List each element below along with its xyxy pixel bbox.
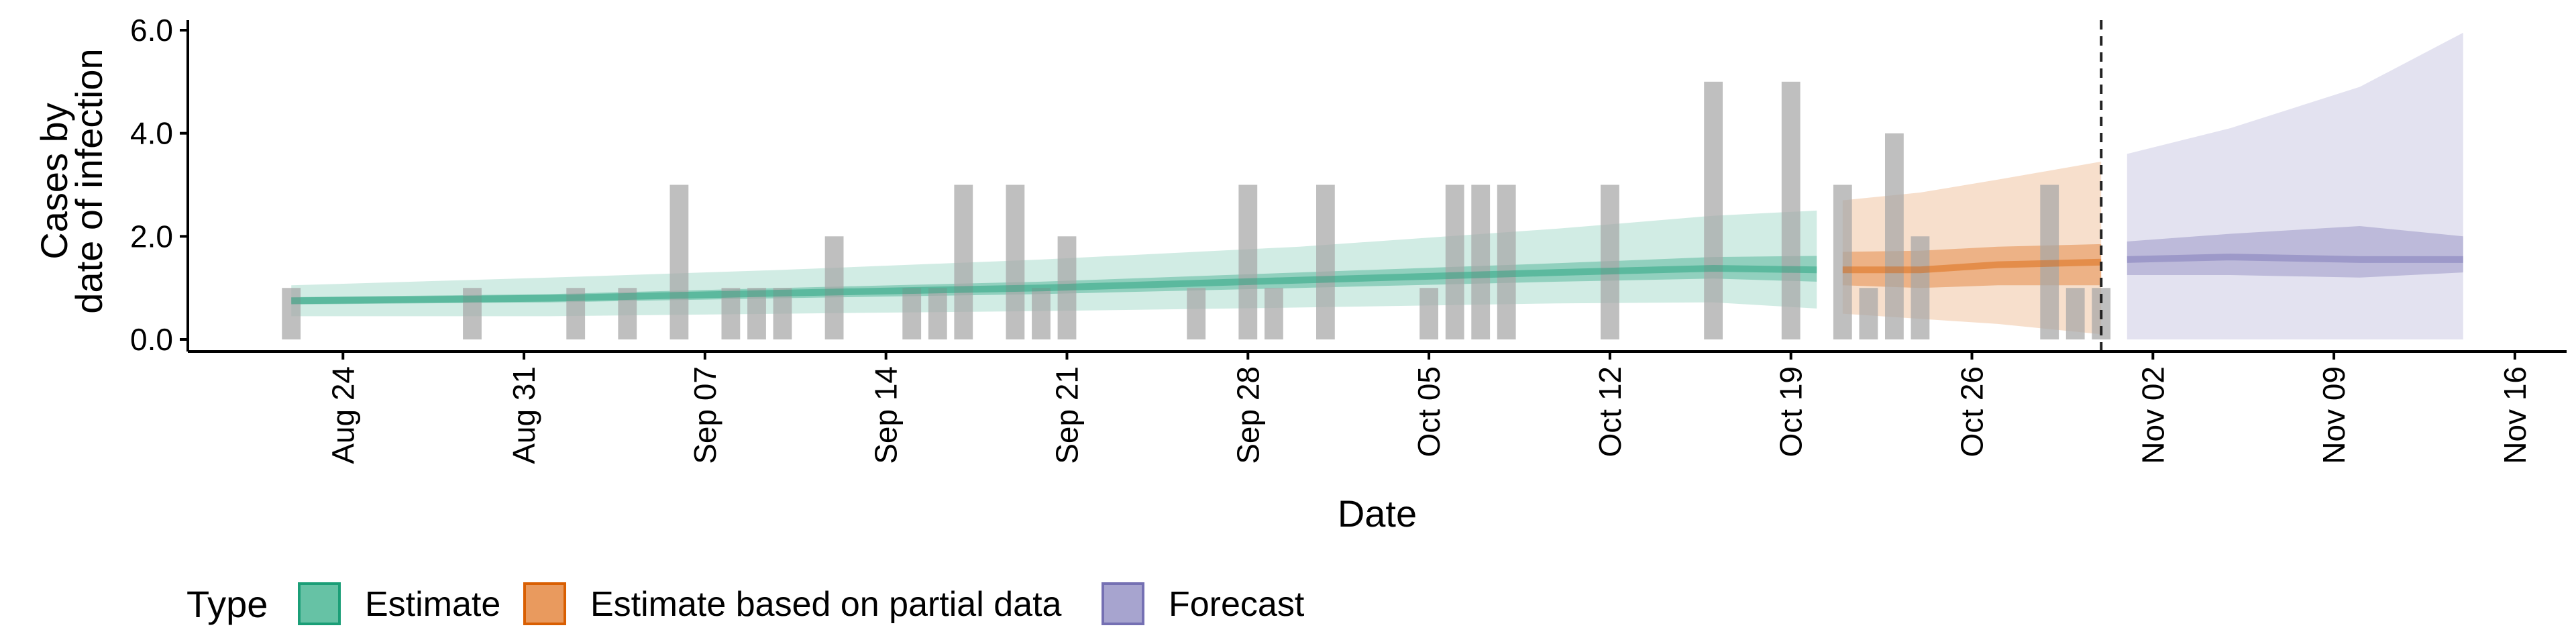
- x-tick-label: Oct 26: [1955, 366, 1990, 458]
- reported-case-bar: [1006, 184, 1025, 339]
- reported-case-bar: [928, 288, 947, 339]
- y-axis-ticks: 0.0 2.0 4.0 6.0: [130, 13, 188, 357]
- reported-case-bar: [2040, 184, 2059, 339]
- reported-case-bar: [1187, 288, 1206, 339]
- reported-case-bar: [1911, 236, 1930, 339]
- x-tick-label: Oct 05: [1411, 366, 1446, 458]
- reported-case-bar: [1265, 288, 1283, 339]
- y-axis-title-line-2: date of infection: [68, 48, 110, 313]
- legend-swatch: [523, 582, 566, 625]
- reported-case-bar: [669, 184, 689, 339]
- x-tick-label: Aug 31: [506, 366, 541, 464]
- reported-case-bar: [2065, 288, 2085, 339]
- reported-case-bar: [463, 288, 482, 339]
- reported-case-bar: [1316, 184, 1335, 339]
- reported-case-bar: [1057, 236, 1077, 339]
- forecast-inner-band: [2127, 226, 2463, 278]
- reported-case-bar: [954, 184, 973, 339]
- x-tick-label: Sep 07: [688, 366, 722, 464]
- x-tick-label: Nov 02: [2135, 366, 2170, 464]
- reported-cases-bars: [282, 81, 2111, 340]
- reported-case-bar: [1471, 184, 1491, 339]
- y-axis-title-line-1: Cases by: [33, 103, 75, 259]
- reported-case-bar: [1601, 184, 1619, 339]
- y-tick-label: 6.0: [130, 13, 173, 48]
- partial-outer-band: [1842, 161, 2102, 335]
- y-tick-label: 0.0: [130, 322, 173, 357]
- reported-case-bar: [1032, 288, 1051, 339]
- partial-median-line: [1842, 258, 2102, 274]
- y-tick-label: 4.0: [130, 116, 173, 151]
- x-tick-label: Sep 14: [869, 366, 904, 464]
- reported-case-bar: [1238, 184, 1258, 339]
- reported-case-bar: [1419, 288, 1438, 339]
- reported-case-bar: [282, 288, 301, 339]
- x-tick-label: Aug 24: [325, 366, 360, 464]
- reported-case-bar: [1833, 184, 1852, 339]
- x-axis-ticks: Aug 24 Aug 31 Sep 07 Sep 14 Sep 21 Sep 28 Oct …: [325, 352, 2532, 464]
- partial-inner-band: [1842, 244, 2102, 288]
- reported-case-bar: [618, 288, 637, 339]
- reported-case-bar: [902, 288, 922, 339]
- x-tick-label: Sep 28: [1230, 366, 1265, 464]
- forecast-median-line: [2127, 254, 2463, 263]
- forecast-outer-band: [2127, 32, 2463, 340]
- reported-case-bar: [1445, 184, 1464, 339]
- reported-case-bar: [721, 288, 741, 339]
- x-axis-title: Date: [1338, 492, 1417, 535]
- reported-case-bar: [1704, 81, 1723, 340]
- reported-case-bar: [1859, 288, 1878, 339]
- legend-title: Type: [186, 583, 268, 625]
- x-tick-label: Oct 12: [1593, 366, 1627, 458]
- y-axis-title: Cases by: [33, 103, 75, 259]
- reported-case-bar: [1885, 133, 1904, 339]
- reported-case-bar: [1497, 184, 1516, 339]
- y-tick-label: 2.0: [130, 219, 173, 254]
- legend: Type Estimate Estimate based on partial d…: [186, 582, 1305, 625]
- reported-case-bar: [566, 288, 586, 339]
- legend-label: Estimate based on partial data: [590, 585, 1062, 624]
- x-tick-label: Sep 21: [1050, 366, 1085, 464]
- reported-case-bar: [1781, 81, 1801, 340]
- legend-label: Estimate: [365, 585, 500, 624]
- legend-swatch: [1102, 582, 1144, 625]
- reported-case-bar: [773, 288, 792, 339]
- reported-case-bar: [824, 236, 844, 339]
- x-tick-label: Nov 09: [2316, 366, 2351, 464]
- legend-swatch: [298, 582, 341, 625]
- x-tick-label: Oct 19: [1774, 366, 1809, 458]
- x-tick-label: Nov 16: [2498, 366, 2532, 464]
- estimate-median-line: [291, 265, 1817, 305]
- median-lines: [291, 254, 2463, 305]
- legend-label: Forecast: [1169, 585, 1305, 624]
- reported-case-bar: [747, 288, 766, 339]
